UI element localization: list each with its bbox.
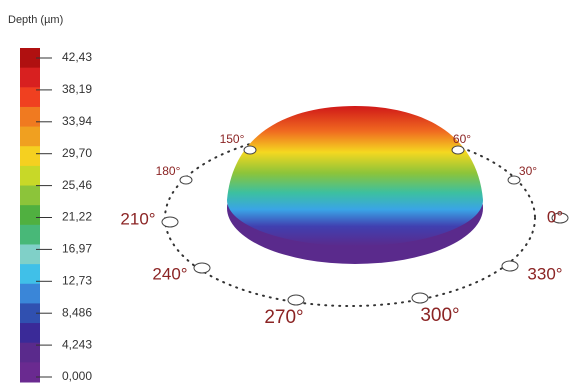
colorbar-title: Depth (µm) xyxy=(8,14,63,26)
colorbar-label: 33,94 xyxy=(62,114,92,128)
angle-label: 210° xyxy=(120,209,155,228)
colorbar-label: 0,000 xyxy=(62,369,92,383)
colorbar-segment xyxy=(20,303,40,324)
angle-marker xyxy=(179,175,193,185)
colorbar-segment xyxy=(20,67,40,88)
colorbar-label: 29,70 xyxy=(62,146,92,160)
angle-marker xyxy=(451,145,465,155)
colorbar-segment xyxy=(20,224,40,245)
colorbar-segment xyxy=(20,185,40,206)
colorbar-segment xyxy=(20,362,40,383)
colorbar-label: 16,97 xyxy=(62,242,92,256)
colorbar-segment xyxy=(20,87,40,108)
colorbar xyxy=(20,48,40,383)
colorbar-segment xyxy=(20,205,40,226)
colorbar-segment xyxy=(20,323,40,344)
angle-marker xyxy=(551,212,569,224)
colorbar-segment xyxy=(20,126,40,147)
angle-label: 60° xyxy=(453,132,471,146)
angle-label: 180° xyxy=(156,164,181,178)
angle-marker xyxy=(411,292,429,304)
colorbar-segment xyxy=(20,342,40,363)
colorbar-label: 4,243 xyxy=(62,337,92,351)
angle-label: 270° xyxy=(264,307,303,328)
colorbar-label: 25,46 xyxy=(62,178,92,192)
angle-label: 330° xyxy=(527,264,562,283)
colorbar-segment xyxy=(20,106,40,128)
colorbar-segment xyxy=(20,146,40,167)
colorbar-segment xyxy=(20,165,40,187)
angle-marker xyxy=(193,262,211,274)
angle-label: 240° xyxy=(152,264,187,283)
colorbar-label: 21,22 xyxy=(62,210,92,224)
angle-marker xyxy=(507,175,521,185)
colorbar-label: 42,43 xyxy=(62,50,92,64)
angle-marker xyxy=(243,145,257,155)
angle-labels: 0° 30° 60° 150° 180° 210° 240° 270° 300° 330° xyxy=(120,132,569,328)
colorbar-label: 38,19 xyxy=(62,82,92,96)
colorbar-label: 12,73 xyxy=(62,273,92,287)
angle-marker xyxy=(501,260,519,272)
colorbar-segment xyxy=(20,264,40,285)
colorbar-segment xyxy=(20,244,40,265)
angle-label: 150° xyxy=(220,132,245,146)
colorbar-label: 8,486 xyxy=(62,305,92,319)
colorbar-segment xyxy=(20,48,40,69)
angle-label: 300° xyxy=(420,305,459,326)
angle-marker xyxy=(287,294,305,306)
colorbar-ticks: 42,43 38,19 33,94 29,70 25,46 21,22 16,97 12,73… xyxy=(36,50,92,383)
angle-label: 0° xyxy=(547,207,563,226)
angle-marker xyxy=(161,216,179,228)
angle-label: 30° xyxy=(519,164,537,178)
colorbar-segment xyxy=(20,283,40,304)
dome-surface xyxy=(227,106,483,246)
